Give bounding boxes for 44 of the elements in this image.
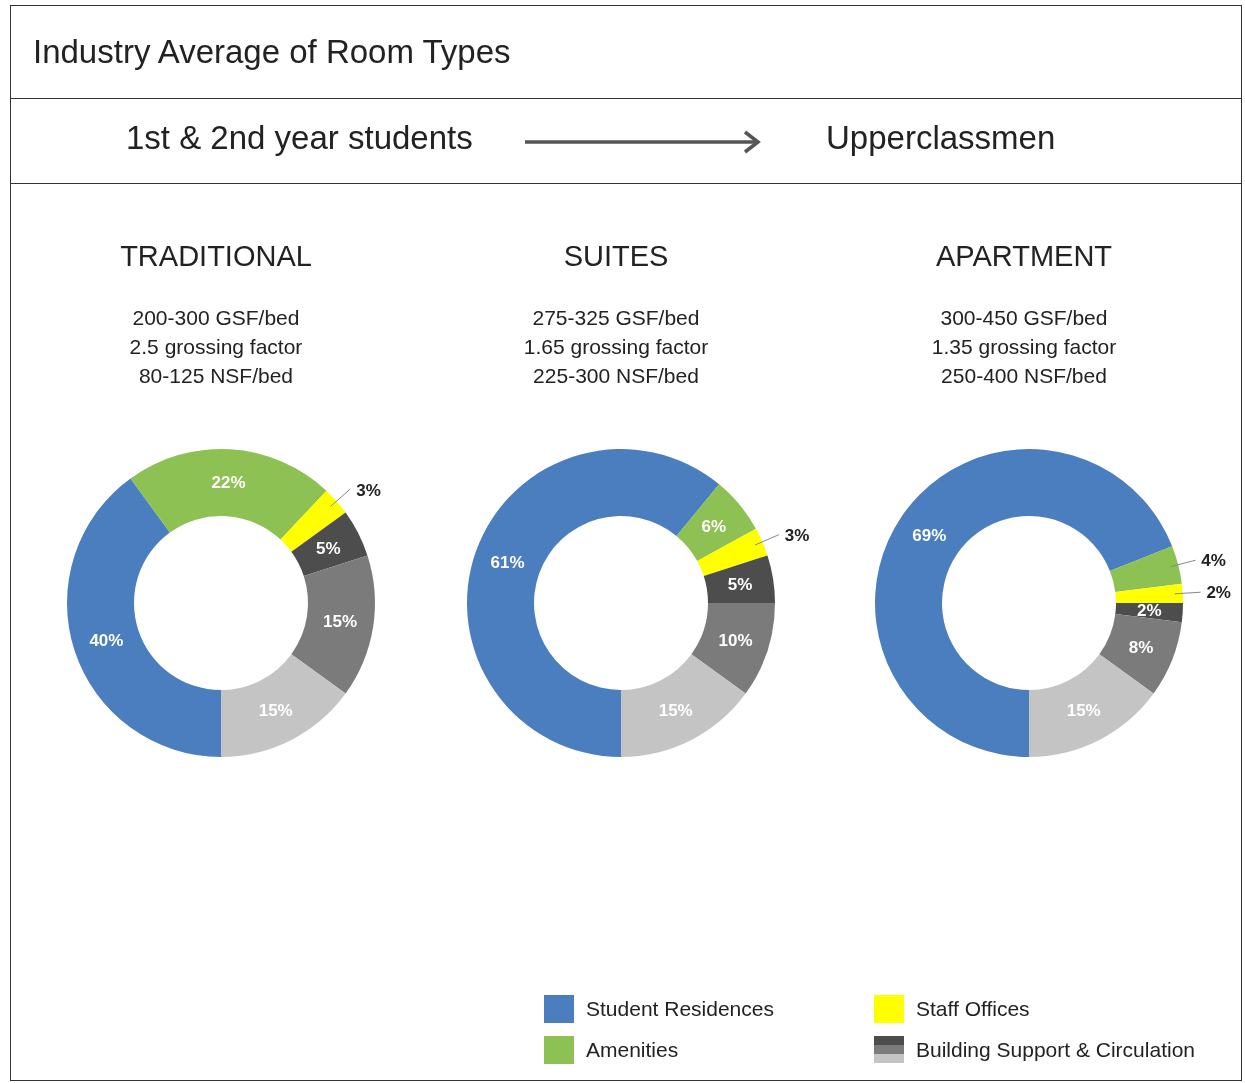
chart-subtitle: 200-300 GSF/bed 2.5 grossing factor 80-125 NSF/bed [128,305,304,389]
data-label: 5% [316,538,341,558]
legend-label: Staff Offices [916,996,1030,1021]
text: Upperclassmen [826,119,1056,157]
chart-subtitle: 275-325 GSF/bed 1.65 grossing factor 225-300 NSF/bed [522,305,710,389]
donut-slice [291,555,375,694]
chart-title: TRADITIONAL [119,240,313,273]
legend-label: Student Residences [586,996,774,1021]
data-label: 61% [490,552,525,572]
donut-slice [221,654,346,757]
data-label: 3% [784,525,810,545]
donut-slice [875,449,1173,757]
chart-subtitle: 300-450 GSF/bed 1.35 grossing factor 250-400 NSF/bed [930,305,1118,389]
text: 1st & 2nd year students [126,119,473,157]
data-label: 4% [1201,551,1226,571]
donut-slice [621,654,746,757]
donut-slice [130,449,327,540]
data-label: 15% [1066,700,1101,720]
data-label: 69% [912,525,947,545]
data-label: 8% [1128,637,1154,657]
data-label: 15% [258,700,293,720]
donut-slice [703,555,775,603]
donut-slice [676,484,756,562]
chart-title: APARTMENT [934,240,1114,273]
data-label: 15% [323,612,358,632]
chart-title: SUITES [562,240,670,273]
donut-slice [291,512,368,577]
data-label: 10% [718,630,753,650]
donut-slice [1115,583,1183,603]
donut-slice [1029,654,1154,757]
data-label: 22% [211,473,246,493]
legend-label: Amenities [586,1037,679,1062]
data-label: 6% [701,516,727,536]
data-label: 40% [89,630,124,650]
data-label: 3% [356,481,381,501]
donut-slice [691,603,775,694]
data-label: 2% [1206,582,1231,602]
text: Industry Average of Room Types [11,6,1241,99]
data-label: 15% [658,700,693,720]
data-label: 2% [1136,601,1162,621]
donut-slice [1109,546,1182,593]
legend-label: Building Support & Circulation [916,1037,1195,1062]
data-label: 5% [727,574,753,594]
donut-slice [280,490,346,552]
